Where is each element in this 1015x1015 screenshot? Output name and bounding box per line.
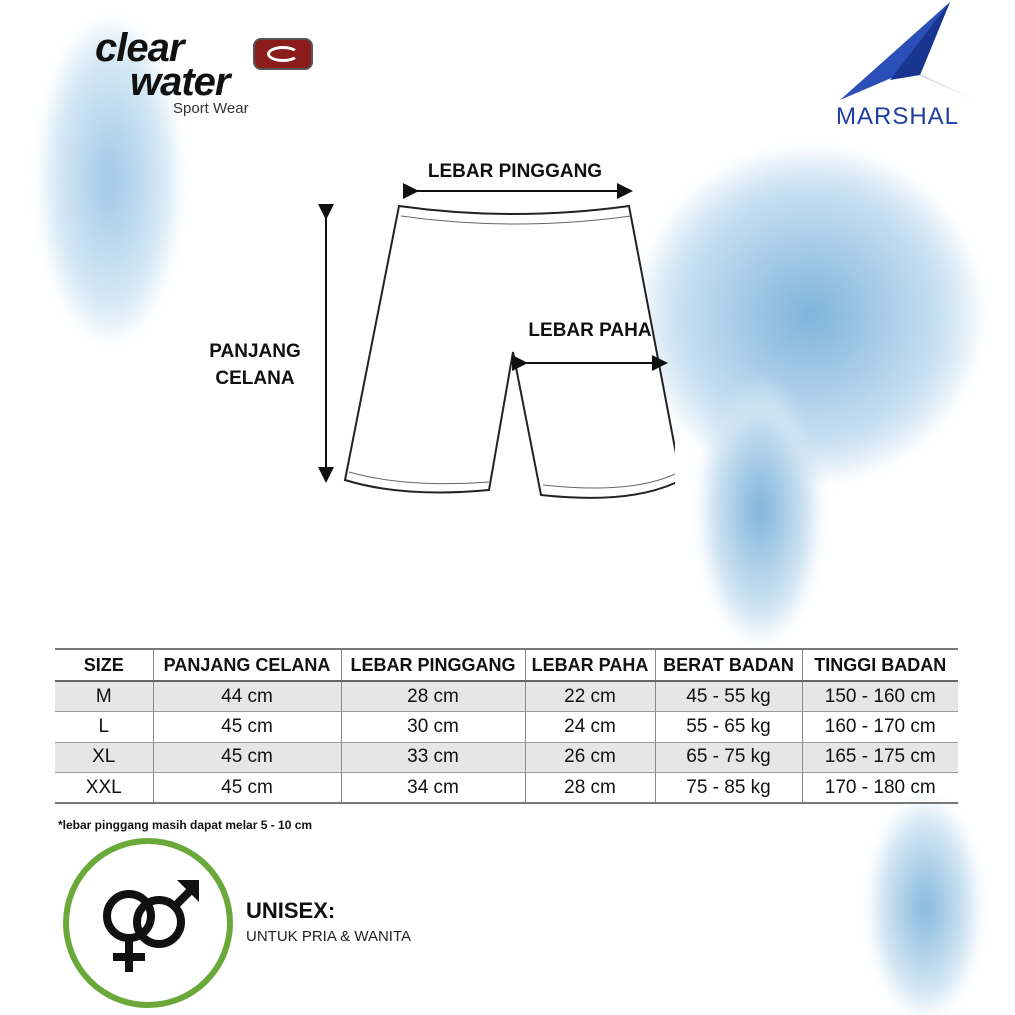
table-cell: XXL xyxy=(55,772,153,804)
table-row: M 44 cm 28 cm 22 cm 45 - 55 kg 150 - 160 cm xyxy=(55,681,958,712)
table-cell: 45 cm xyxy=(152,772,341,804)
clearwater-logo: clear water Sport Wear xyxy=(95,28,325,120)
shorts-diagram xyxy=(318,183,675,499)
brand-tagline: Sport Wear xyxy=(173,100,249,117)
table-row: XXL 45 cm 34 cm 28 cm 75 - 85 kg 170 - 180 cm xyxy=(55,772,958,804)
table-cell: 30 cm xyxy=(340,711,525,743)
table-cell: 55 - 65 kg xyxy=(654,711,802,743)
header-height: TINGGI BADAN xyxy=(801,649,958,682)
header-thigh: LEBAR PAHA xyxy=(524,649,655,682)
table-header-row: SIZE PANJANG CELANA LEBAR PINGGANG LEBAR… xyxy=(55,649,958,682)
length-label: PANJANG CELANA xyxy=(209,341,301,389)
male-female-icon xyxy=(103,880,199,972)
table-cell: 28 cm xyxy=(524,772,655,804)
table-cell: 65 - 75 kg xyxy=(654,742,802,773)
table-cell: 22 cm xyxy=(524,681,655,712)
table-cell: 75 - 85 kg xyxy=(654,772,802,804)
table-cell: M xyxy=(55,681,153,712)
unisex-title: UNISEX: xyxy=(246,898,336,923)
header-weight: BERAT BADAN xyxy=(654,649,802,682)
table-cell: 45 cm xyxy=(152,711,341,743)
footnote: *lebar pinggang masih dapat melar 5 - 10… xyxy=(58,818,313,832)
table-cell: 44 cm xyxy=(152,681,341,712)
table-cell: 170 - 180 cm xyxy=(801,772,958,804)
unisex-badge xyxy=(63,838,233,1008)
header-size: SIZE xyxy=(55,649,153,682)
table-cell: XL xyxy=(55,742,153,773)
header-waist: LEBAR PINGGANG xyxy=(340,649,525,682)
table-cell: L xyxy=(55,711,153,743)
size-chart-table: SIZE PANJANG CELANA LEBAR PINGGANG LEBAR… xyxy=(55,648,958,804)
unisex-subtitle: UNTUK PRIA & WANITA xyxy=(246,928,412,945)
table-cell: 160 - 170 cm xyxy=(801,711,958,743)
header-length: PANJANG CELANA xyxy=(152,649,341,682)
thigh-label: LEBAR PAHA xyxy=(528,320,652,341)
table-row: XL 45 cm 33 cm 26 cm 65 - 75 kg 165 - 175 cm xyxy=(55,742,958,773)
table-cell: 45 - 55 kg xyxy=(654,681,802,712)
table-row: L 45 cm 30 cm 24 cm 55 - 65 kg 160 - 170 cm xyxy=(55,711,958,743)
table-cell: 150 - 160 cm xyxy=(801,681,958,712)
table-cell: 28 cm xyxy=(340,681,525,712)
table-cell: 33 cm xyxy=(340,742,525,773)
marshal-logo: MARSHAL xyxy=(830,0,980,135)
waist-label: LEBAR PINGGANG xyxy=(427,161,603,182)
table-cell: 24 cm xyxy=(524,711,655,743)
table-cell: 45 cm xyxy=(152,742,341,773)
table-cell: 34 cm xyxy=(340,772,525,804)
table-cell: 165 - 175 cm xyxy=(801,742,958,773)
table-cell: 26 cm xyxy=(524,742,655,773)
